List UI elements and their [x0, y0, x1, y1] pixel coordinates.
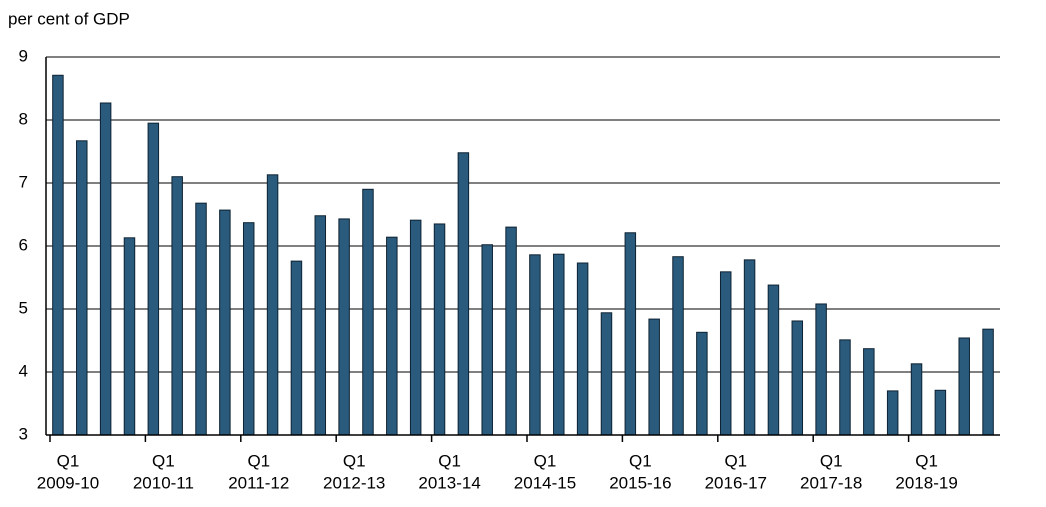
bar	[338, 218, 350, 436]
bar	[195, 202, 207, 436]
bar	[576, 262, 589, 436]
bar	[719, 271, 732, 436]
x-group-label: 2012-13	[323, 473, 385, 492]
bar	[171, 176, 183, 436]
bar	[600, 312, 613, 436]
bar	[99, 102, 112, 436]
y-tick-label: 5	[19, 298, 28, 317]
bar	[123, 237, 136, 436]
y-tick-label: 8	[19, 109, 28, 128]
x-group-label: 2015-16	[609, 473, 671, 492]
bar	[52, 74, 64, 436]
bar	[433, 223, 446, 436]
bar	[934, 389, 947, 436]
bar	[505, 226, 517, 436]
bar	[982, 328, 994, 436]
bar	[457, 152, 470, 436]
y-tick-label: 4	[19, 361, 28, 380]
y-tick-label: 6	[19, 235, 28, 254]
bar	[219, 209, 231, 436]
x-tick-label: Q1	[820, 451, 843, 470]
bar	[624, 232, 637, 436]
x-group-label: 2017-18	[800, 473, 862, 492]
bar	[886, 390, 899, 436]
bar	[648, 318, 660, 436]
bar	[481, 244, 493, 436]
x-group-label: 2010-11	[133, 473, 194, 492]
x-group-label: 2009-10	[37, 473, 99, 492]
bar	[791, 320, 804, 436]
bar	[290, 260, 303, 436]
y-axis-label: per cent of GDP	[8, 9, 130, 28]
bar	[147, 122, 160, 436]
x-group-label: 2013-14	[418, 473, 480, 492]
y-tick-label: 9	[19, 46, 28, 65]
bar	[815, 303, 827, 436]
bar	[76, 140, 88, 436]
x-group-label: 2016-17	[705, 473, 767, 492]
bar	[553, 253, 565, 436]
x-tick-label: Q1	[438, 451, 461, 470]
x-tick-label: Q1	[915, 451, 938, 470]
x-tick-label: Q1	[629, 451, 652, 470]
y-tick-label: 3	[19, 424, 28, 443]
bar	[863, 348, 875, 436]
x-group-label: 2018-19	[895, 473, 957, 492]
bar	[839, 339, 851, 436]
bar	[386, 236, 398, 436]
bar	[958, 337, 970, 436]
x-tick-label: Q1	[247, 451, 270, 470]
bar	[672, 256, 684, 436]
x-tick-label: Q1	[724, 451, 747, 470]
y-tick-label: 7	[19, 172, 28, 191]
bar	[314, 215, 327, 436]
bar	[242, 222, 255, 436]
bar	[743, 259, 756, 436]
bar	[362, 188, 374, 436]
x-group-label: 2014-15	[514, 473, 576, 492]
x-tick-label: Q1	[534, 451, 557, 470]
x-tick-label: Q1	[152, 451, 175, 470]
x-tick-label: Q1	[343, 451, 366, 470]
bar	[910, 363, 923, 436]
bar	[409, 219, 422, 436]
bar	[529, 254, 541, 436]
bar	[266, 174, 279, 436]
x-group-label: 2011-12	[228, 473, 289, 492]
bar	[696, 331, 708, 436]
x-tick-label: Q1	[57, 451, 80, 470]
bar	[767, 284, 780, 436]
